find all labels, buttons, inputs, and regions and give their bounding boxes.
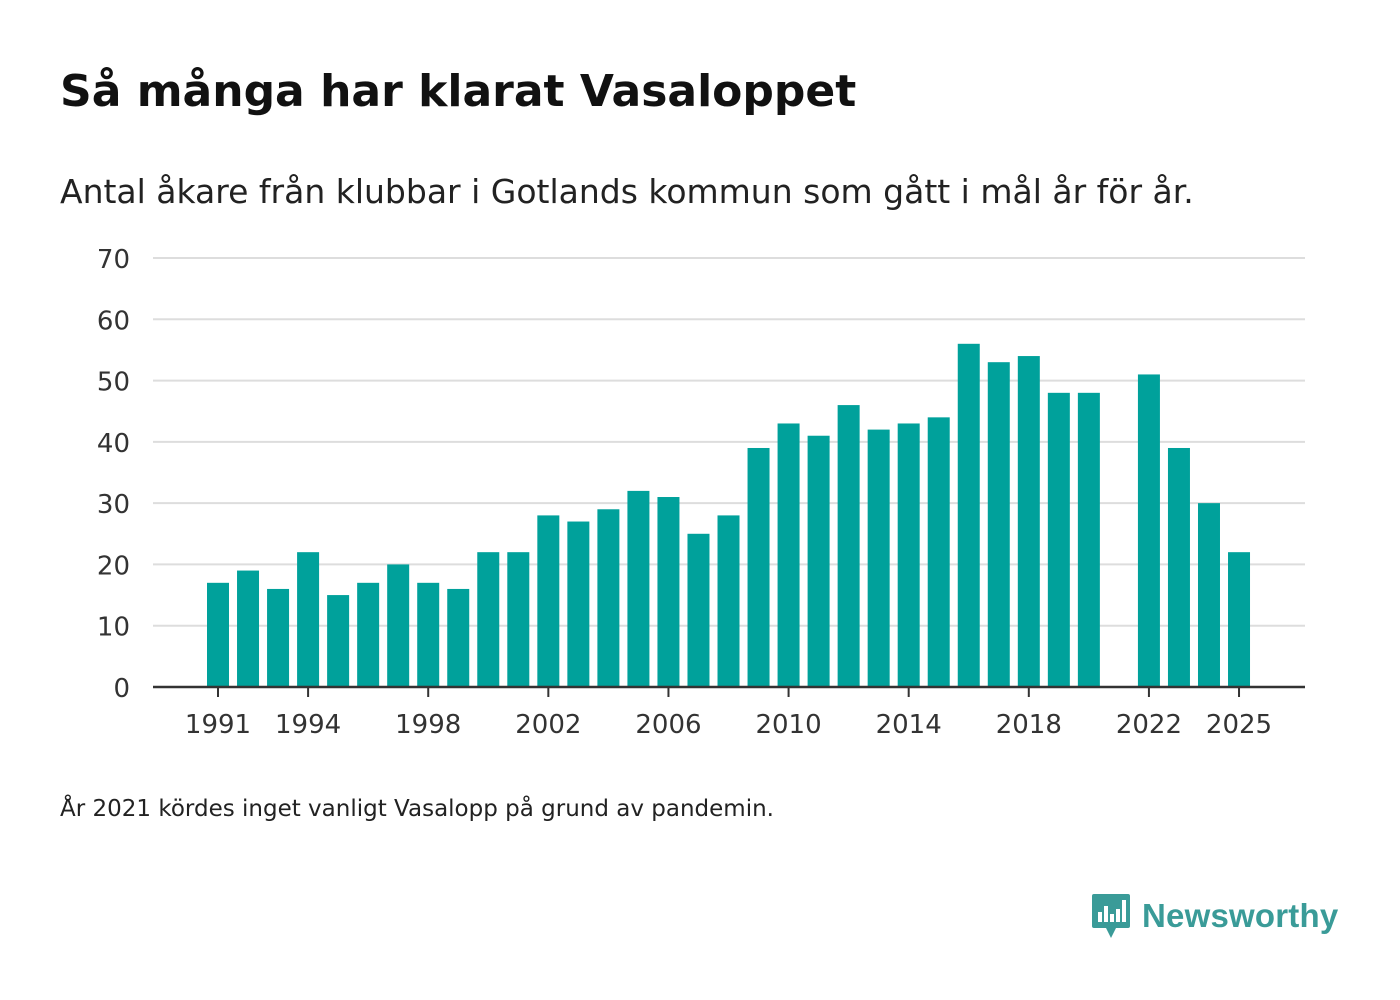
bar-2023 <box>1167 447 1190 687</box>
brand-logo: Newsworthy <box>1090 892 1338 940</box>
y-tick-label: 30 <box>97 490 130 520</box>
bar-1993 <box>267 588 290 687</box>
bar-1994 <box>297 552 320 687</box>
bar-2008 <box>717 515 740 687</box>
bar-2011 <box>807 435 830 687</box>
bar-2001 <box>507 552 530 687</box>
x-tick-label: 1991 <box>185 710 251 740</box>
bar-2009 <box>747 447 770 687</box>
bar-1991 <box>207 582 229 687</box>
y-tick-label: 40 <box>97 429 130 459</box>
bar-1995 <box>327 595 350 687</box>
bar-2004 <box>597 509 620 687</box>
bar-chart: 0 10 20 30 40 50 60 70 1991 1994 1998 2002 2006 2010… <box>97 245 1305 740</box>
bar-2015 <box>927 417 950 687</box>
y-tick-label: 50 <box>97 368 130 398</box>
chart-subtitle: Antal åkare från klubbar i Gotlands komm… <box>60 172 1194 211</box>
bar-2020 <box>1077 392 1100 687</box>
y-tick-label: 60 <box>97 306 130 336</box>
y-axis-ticks: 0 10 20 30 40 50 60 70 <box>97 245 130 704</box>
x-tick-label: 2014 <box>876 710 942 740</box>
x-tick-label: 2010 <box>755 710 821 740</box>
chart-title: Så många har klarat Vasaloppet <box>60 66 857 117</box>
bar-2005 <box>627 490 650 687</box>
bar-2019 <box>1047 392 1070 687</box>
bars <box>207 343 1251 687</box>
y-tick-label: 20 <box>97 551 130 581</box>
bar-2016 <box>957 343 980 687</box>
x-tick-label: 2002 <box>515 710 581 740</box>
bar-2022 <box>1137 374 1160 687</box>
bar-1992 <box>237 570 260 687</box>
bar-2003 <box>567 521 590 687</box>
bar-2017 <box>987 362 1010 687</box>
bar-2018 <box>1017 356 1040 687</box>
bar-2025 <box>1228 552 1251 687</box>
bar-2010 <box>777 423 800 687</box>
bar-2012 <box>837 405 860 687</box>
brand-name: Newsworthy <box>1142 897 1339 934</box>
y-tick-label: 10 <box>97 613 130 643</box>
bar-1999 <box>447 588 470 687</box>
bar-2000 <box>477 552 500 687</box>
bar-2002 <box>537 515 560 687</box>
bar-2024 <box>1197 503 1220 687</box>
x-tick-label: 2018 <box>996 710 1062 740</box>
x-tick-label: 2025 <box>1206 710 1272 740</box>
bar-1997 <box>387 564 410 687</box>
x-tick-label: 2022 <box>1116 710 1182 740</box>
x-tick-label: 2006 <box>635 710 701 740</box>
bar-2006 <box>657 497 680 687</box>
footnote: År 2021 kördes inget vanligt Vasalopp på… <box>60 796 774 822</box>
y-tick-label: 0 <box>113 674 130 704</box>
x-tick-label: 1998 <box>395 710 461 740</box>
bar-2014 <box>897 423 920 687</box>
x-axis-ticks: 1991 1994 1998 2002 2006 2010 2014 2018 2022 2025 <box>185 687 1272 740</box>
bar-2013 <box>867 429 890 687</box>
y-tick-label: 70 <box>97 245 130 275</box>
bar-1998 <box>417 582 440 687</box>
bar-1996 <box>357 582 380 687</box>
x-tick-label: 1994 <box>275 710 341 740</box>
newsworthy-logo-icon <box>1092 894 1130 938</box>
bar-2007 <box>687 533 710 687</box>
